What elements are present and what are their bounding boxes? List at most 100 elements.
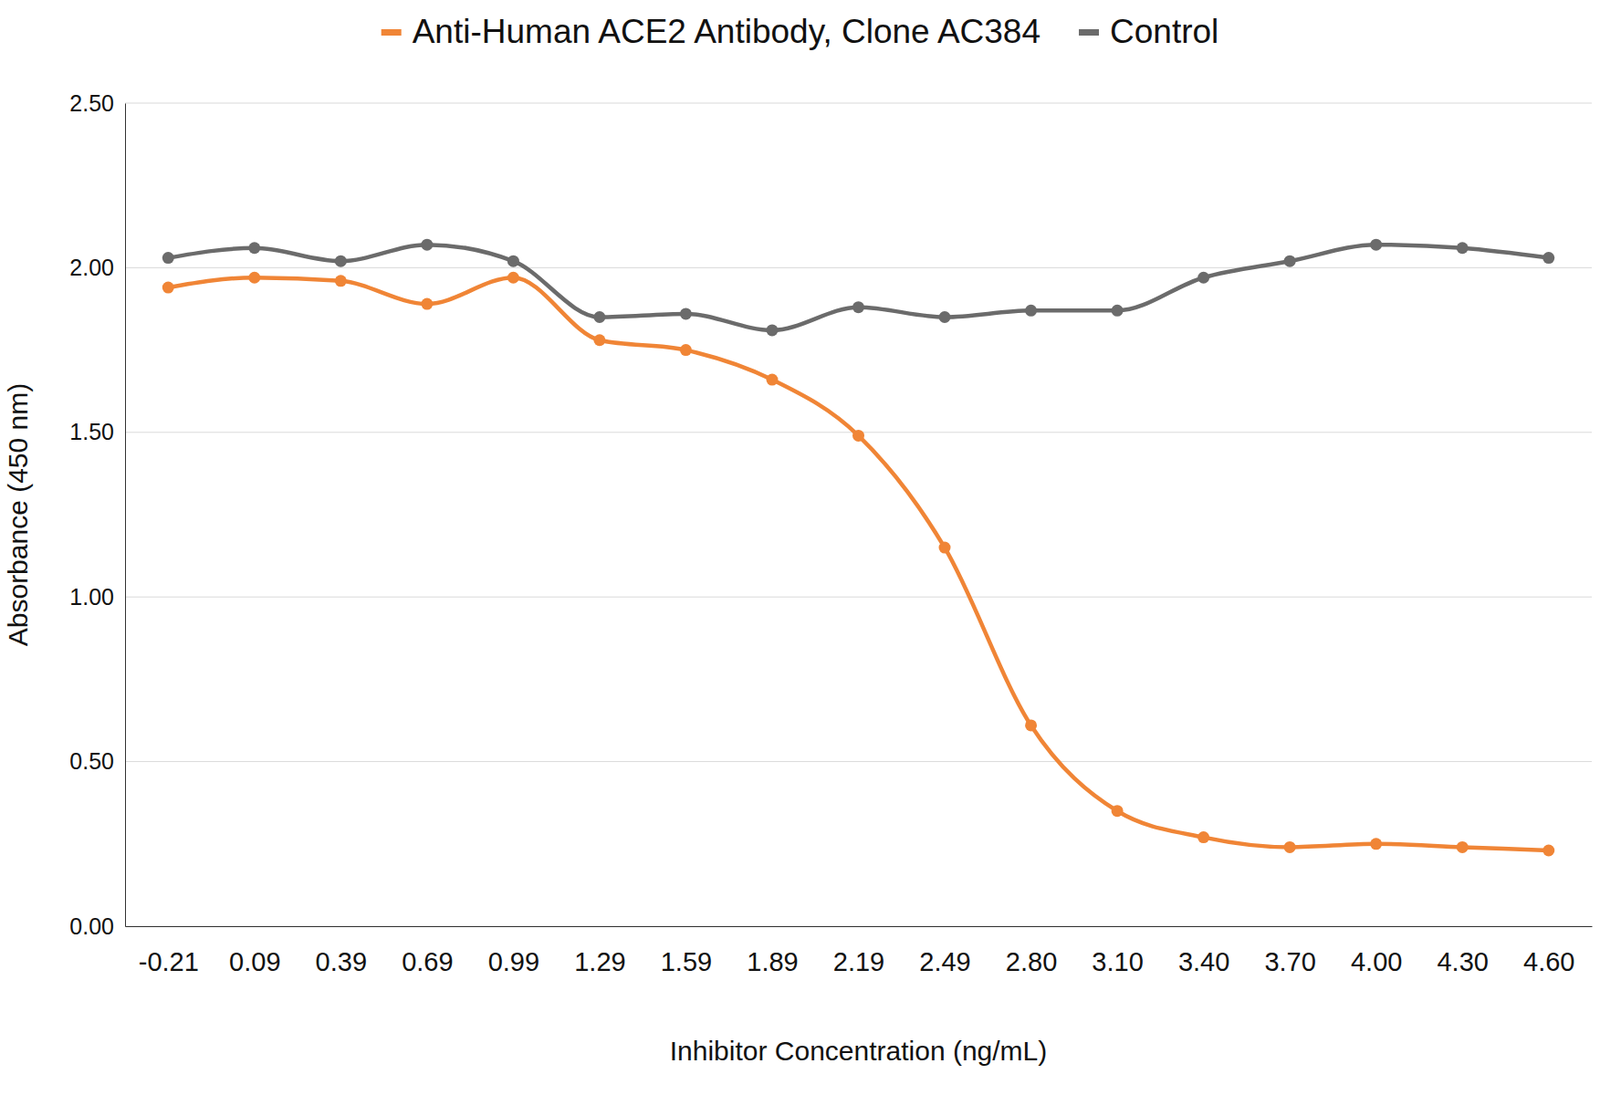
point bbox=[939, 311, 952, 324]
legend-item: Control bbox=[1078, 12, 1219, 51]
x-tick-label: 0.69 bbox=[401, 947, 453, 977]
y-axis-line bbox=[125, 104, 126, 928]
point bbox=[1197, 271, 1210, 284]
y-tick: 2.50 bbox=[69, 90, 126, 116]
x-tick-label: 0.99 bbox=[488, 947, 540, 977]
plot: 0.00 0.50 1.00 1.50 2.00 2.50 -0.21 0.09 0.39 0.6… bbox=[69, 90, 1592, 977]
legend-swatch bbox=[1078, 29, 1099, 36]
y-tick: 1.50 bbox=[69, 418, 126, 445]
point bbox=[1284, 255, 1297, 268]
y-tick-label: 1.50 bbox=[69, 418, 115, 445]
point bbox=[679, 344, 692, 356]
point bbox=[593, 334, 606, 346]
x-tick: 0.99 bbox=[488, 926, 540, 977]
point bbox=[1542, 251, 1555, 264]
point bbox=[248, 271, 261, 284]
point bbox=[420, 239, 433, 251]
x-tick: 4.60 bbox=[1523, 926, 1575, 977]
x-tick: 3.70 bbox=[1264, 926, 1316, 977]
x-tick-label: 1.59 bbox=[660, 947, 712, 977]
x-tick: 2.49 bbox=[919, 926, 971, 977]
point bbox=[162, 282, 175, 294]
point bbox=[1369, 837, 1382, 850]
y-tick-label: 1.00 bbox=[69, 584, 115, 610]
point bbox=[939, 542, 952, 555]
x-tick-label: 3.10 bbox=[1091, 947, 1143, 977]
grid-line bbox=[125, 103, 1592, 105]
legend-item: Anti-Human ACE2 Antibody, Clone AC384 bbox=[381, 12, 1041, 51]
y-tick-label: 2.00 bbox=[69, 254, 115, 281]
x-tick-label: 2.49 bbox=[919, 947, 971, 977]
x-tick: 2.19 bbox=[833, 926, 885, 977]
y-tick: 0.00 bbox=[69, 913, 126, 940]
x-tick: 4.30 bbox=[1436, 926, 1488, 977]
series bbox=[162, 271, 1555, 858]
legend-label: Anti-Human ACE2 Antibody, Clone AC384 bbox=[412, 12, 1041, 51]
y-tick: 2.00 bbox=[69, 254, 126, 281]
x-tick: 1.59 bbox=[660, 926, 712, 977]
series-line bbox=[167, 277, 1548, 851]
x-tick-label: 0.39 bbox=[315, 947, 367, 977]
point bbox=[765, 324, 778, 336]
x-axis-line bbox=[125, 926, 1593, 928]
x-tick: -0.21 bbox=[138, 926, 199, 977]
point bbox=[852, 429, 865, 442]
point bbox=[679, 307, 692, 320]
grid-line bbox=[125, 761, 1592, 763]
y-tick-label: 0.50 bbox=[69, 748, 115, 774]
chart: 0.00 0.50 1.00 1.50 2.00 2.50 -0.21 0.09 0.39 0.6… bbox=[0, 0, 1600, 1095]
x-tick-label: 1.29 bbox=[574, 947, 626, 977]
y-tick-label: 0.00 bbox=[69, 913, 115, 940]
y-axis: 0.00 0.50 1.00 1.50 2.00 2.50 bbox=[69, 90, 126, 940]
x-tick-label: 2.19 bbox=[833, 947, 885, 977]
x-axis-title: Inhibitor Concentration (ng/mL) bbox=[669, 1035, 1048, 1067]
point bbox=[507, 255, 520, 268]
grid bbox=[125, 103, 1592, 927]
point bbox=[334, 255, 347, 268]
point bbox=[420, 298, 433, 311]
x-tick: 4.00 bbox=[1350, 926, 1402, 977]
point bbox=[1456, 241, 1469, 254]
x-tick: 1.89 bbox=[746, 926, 798, 977]
legend-label: Control bbox=[1109, 12, 1219, 51]
x-tick-label: 0.09 bbox=[229, 947, 281, 977]
x-tick-label: 1.89 bbox=[746, 947, 798, 977]
point bbox=[248, 241, 261, 254]
grid-line bbox=[125, 267, 1592, 269]
x-tick: 1.29 bbox=[574, 926, 626, 977]
point bbox=[852, 301, 865, 314]
series-line bbox=[167, 244, 1548, 331]
x-tick: 3.40 bbox=[1178, 926, 1230, 977]
grid-line bbox=[125, 596, 1592, 598]
point bbox=[1111, 805, 1124, 817]
y-axis-title: Absorbance (450 nm) bbox=[2, 383, 33, 648]
y-tick-label: 2.50 bbox=[69, 90, 115, 116]
y-tick: 0.50 bbox=[69, 748, 126, 774]
y-tick: 1.00 bbox=[69, 584, 126, 610]
point bbox=[1542, 845, 1555, 858]
x-tick: 0.09 bbox=[229, 926, 281, 977]
point bbox=[1111, 304, 1124, 317]
x-tick: 0.69 bbox=[401, 926, 453, 977]
grid-line bbox=[125, 926, 1592, 928]
point bbox=[1024, 719, 1037, 732]
point bbox=[507, 271, 520, 284]
series bbox=[162, 239, 1555, 337]
x-tick-label: -0.21 bbox=[138, 947, 199, 977]
point bbox=[1284, 841, 1297, 854]
legend-swatch bbox=[381, 29, 402, 36]
x-tick-label: 3.40 bbox=[1178, 947, 1230, 977]
point bbox=[334, 274, 347, 287]
x-tick: 3.10 bbox=[1091, 926, 1143, 977]
x-tick-label: 2.80 bbox=[1005, 947, 1057, 977]
x-tick-label: 4.00 bbox=[1350, 947, 1402, 977]
series-layer bbox=[162, 239, 1555, 858]
legend: Anti-Human ACE2 Antibody, Clone AC384 Con… bbox=[381, 12, 1220, 51]
x-tick: 2.80 bbox=[1005, 926, 1057, 977]
x-tick: 0.39 bbox=[315, 926, 367, 977]
point bbox=[765, 374, 778, 387]
point bbox=[162, 251, 175, 264]
point bbox=[593, 311, 606, 324]
point bbox=[1197, 831, 1210, 844]
x-axis: -0.21 0.09 0.39 0.69 0.99 1.29 1.59 1.89 2.19 2.4… bbox=[125, 926, 1593, 977]
